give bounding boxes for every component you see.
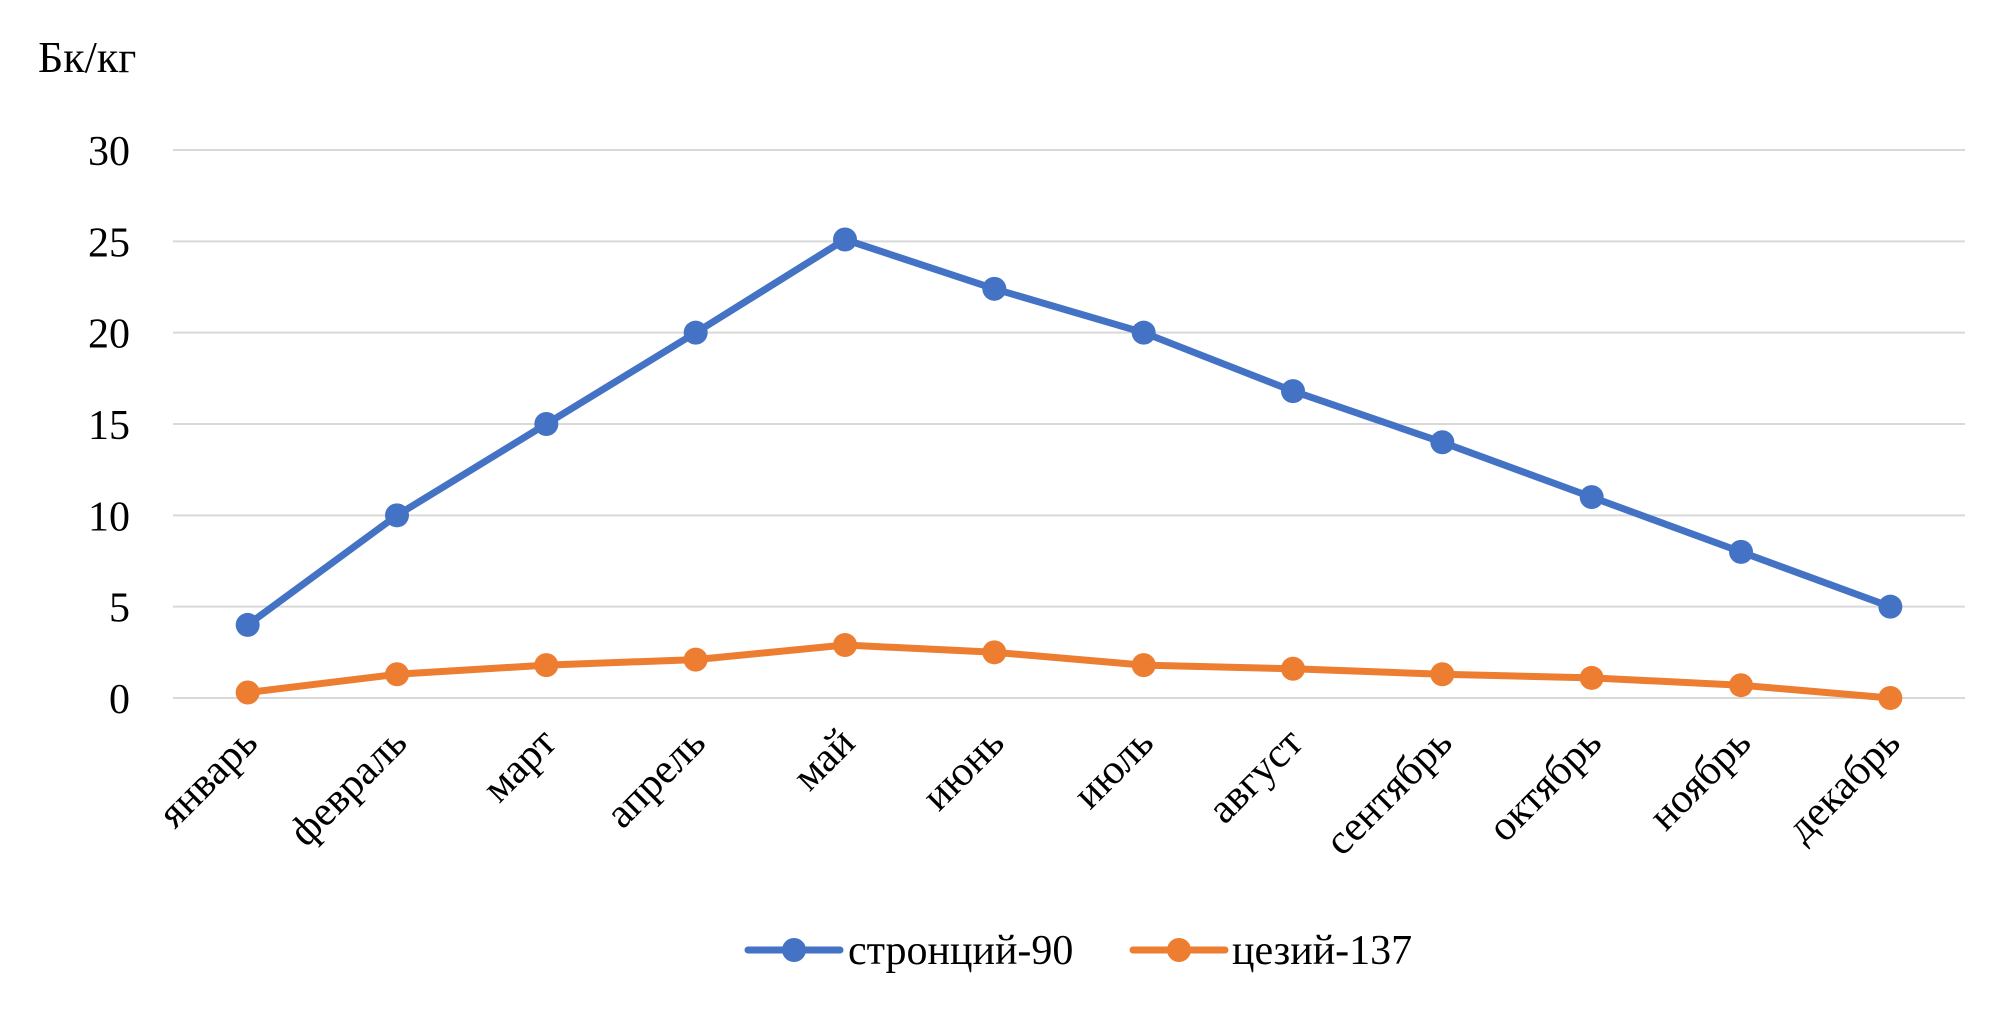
data-point bbox=[1131, 320, 1156, 345]
legend-label: цезий-137 bbox=[1232, 928, 1412, 974]
legend-marker bbox=[782, 938, 806, 962]
x-tick-label: август bbox=[1199, 720, 1312, 833]
data-point bbox=[385, 662, 409, 687]
y-tick-label-10: 10 bbox=[88, 494, 130, 540]
x-tick-label: сентябрь bbox=[1317, 720, 1462, 865]
x-tick-label: декабрь bbox=[1778, 720, 1909, 851]
data-point bbox=[1430, 430, 1455, 455]
x-tick-label: январь bbox=[149, 720, 266, 837]
x-tick-label: июль bbox=[1065, 720, 1163, 818]
data-point bbox=[1281, 656, 1305, 681]
data-point bbox=[534, 653, 559, 678]
data-point bbox=[683, 647, 708, 672]
y-tick-label-15: 15 bbox=[88, 403, 130, 449]
data-point bbox=[1579, 485, 1604, 510]
series-layer bbox=[235, 227, 1903, 710]
series-line bbox=[244, 641, 1894, 702]
y-tick-label-5: 5 bbox=[109, 586, 130, 632]
data-point bbox=[1131, 653, 1156, 678]
legend-marker bbox=[1167, 938, 1191, 962]
series-2 bbox=[235, 633, 1903, 710]
data-point bbox=[683, 320, 708, 345]
series-1 bbox=[235, 227, 1903, 637]
data-point bbox=[1729, 673, 1753, 698]
y-axis-unit-label: Бк/кг bbox=[38, 33, 136, 82]
data-point bbox=[534, 412, 559, 436]
data-point bbox=[982, 640, 1007, 665]
y-tick-label-30: 30 bbox=[88, 129, 130, 175]
data-point bbox=[385, 503, 409, 528]
data-point bbox=[1281, 379, 1305, 404]
legend-entry: стронций-90 bbox=[744, 928, 1073, 974]
x-tick-label: май bbox=[784, 720, 864, 800]
data-point bbox=[833, 227, 857, 252]
x-tick-label: октябрь bbox=[1480, 720, 1611, 851]
data-point bbox=[1579, 665, 1604, 690]
series-line bbox=[244, 236, 1894, 629]
data-point bbox=[1430, 662, 1455, 687]
data-point bbox=[235, 680, 260, 705]
x-tick-label: март bbox=[474, 720, 566, 812]
legend-entry: цезий-137 bbox=[1129, 928, 1412, 974]
x-tick-label: июнь bbox=[913, 720, 1013, 820]
gridlines bbox=[173, 149, 1965, 699]
legend: стронций-90 цезий-137 bbox=[744, 928, 1412, 974]
data-point bbox=[982, 276, 1007, 301]
y-tick-label-25: 25 bbox=[88, 220, 130, 266]
y-tick-label-0: 0 bbox=[109, 677, 130, 723]
data-point bbox=[1878, 686, 1903, 710]
data-point bbox=[833, 633, 857, 658]
data-point bbox=[235, 612, 260, 637]
x-tick-label: апрель bbox=[597, 720, 715, 838]
x-tick-label: февраль bbox=[280, 720, 416, 856]
data-point bbox=[1878, 594, 1903, 619]
y-axis-ticks: 0 5 10 15 20 25 30 bbox=[88, 129, 130, 723]
legend-label: стронций-90 bbox=[848, 928, 1073, 974]
y-tick-label-20: 20 bbox=[88, 312, 130, 358]
x-tick-label: ноябрь bbox=[1640, 720, 1760, 840]
x-axis-ticks: январь февраль март апрель май июнь июль август… bbox=[149, 720, 1909, 865]
data-point bbox=[1729, 539, 1753, 564]
